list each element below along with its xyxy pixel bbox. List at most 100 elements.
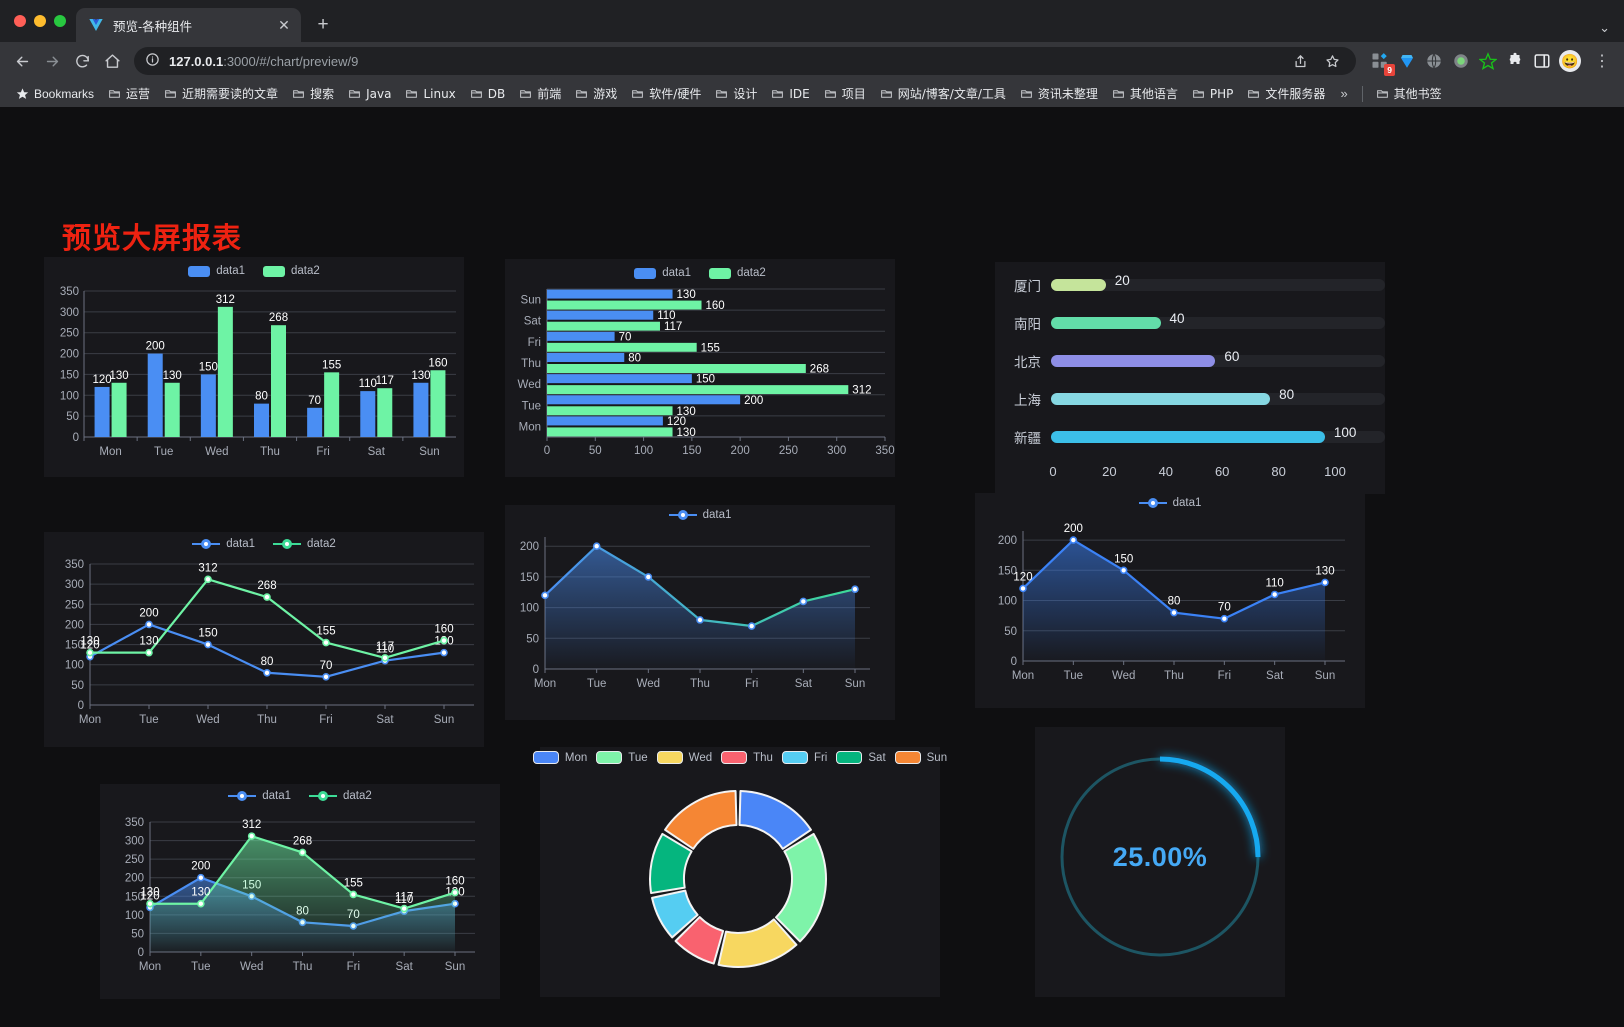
data-point[interactable] [263,593,271,601]
close-window-button[interactable] [14,15,26,27]
legend-item-data2[interactable]: data2 [709,267,766,279]
legend-item-sat[interactable]: Sat [836,751,886,764]
progress-bar-row[interactable]: 厦门 20 [995,266,1385,304]
bar[interactable] [547,385,849,395]
data-point[interactable] [799,597,808,606]
bookmark-folder[interactable]: 搜索 [285,82,341,105]
data-point[interactable] [541,591,549,600]
data-point[interactable] [400,904,408,913]
diamond-icon[interactable] [1397,51,1417,71]
forward-button[interactable] [38,47,66,75]
bar[interactable] [547,321,660,331]
bookmark-folder[interactable]: 其他语言 [1105,82,1185,105]
bar[interactable] [413,382,429,437]
bookmark-folder[interactable]: 近期需要读的文章 [157,82,285,105]
other-bookmarks-folder[interactable]: 其他书签 [1369,82,1449,105]
pie-slice[interactable] [651,889,699,939]
data-point[interactable] [322,638,330,647]
data-point[interactable] [197,873,205,882]
data-point[interactable] [145,648,153,657]
progress-bar-row[interactable]: 上海 80 [995,380,1385,418]
bar[interactable] [547,395,741,405]
chevron-down-icon[interactable]: ⌄ [1599,20,1610,35]
bar[interactable] [94,386,110,437]
browser-tab[interactable]: 预览-各种组件 ✕ [76,8,301,42]
legend-item-data2[interactable]: data2 [273,538,336,550]
bookmark-folder[interactable]: 游戏 [568,82,624,105]
legend-item-data1[interactable]: data1 [668,509,731,521]
bookmark-folder[interactable]: 项目 [817,82,873,105]
data-point[interactable] [381,654,389,662]
pie-slice[interactable] [649,832,693,895]
legend-item-data1[interactable]: data1 [228,790,291,802]
data-point[interactable] [204,575,212,584]
data-point[interactable] [204,640,212,649]
data-point[interactable] [298,848,307,857]
data-point[interactable] [197,899,205,908]
sidepanel-icon[interactable] [1532,51,1552,71]
puzzle-icon[interactable] [1505,51,1525,71]
bar[interactable] [547,310,654,320]
bar[interactable] [547,406,673,416]
data-point[interactable] [146,899,154,908]
new-tab-button[interactable]: + [317,14,329,35]
bookmarks-root[interactable]: Bookmarks [9,84,101,104]
progress-bar-row[interactable]: 南阳 40 [995,304,1385,342]
pie-slice[interactable] [674,916,725,965]
bar[interactable] [377,388,393,437]
pie-slice[interactable] [717,918,798,968]
bar[interactable] [324,372,340,437]
bookmark-folder[interactable]: 资讯未整理 [1013,82,1105,105]
data-point[interactable] [1069,536,1078,544]
pie-slice[interactable] [664,790,738,850]
data-point[interactable] [86,648,94,657]
data-point[interactable] [349,890,358,899]
site-info-icon[interactable] [145,52,160,70]
chart-panel-gauge[interactable]: 25.00% [1035,727,1285,997]
legend-item-data2[interactable]: data2 [263,265,320,277]
legend-item-wed[interactable]: Wed [656,751,712,764]
bookmark-star-icon[interactable] [1318,47,1346,75]
bar[interactable] [200,374,216,437]
progress-track[interactable]: 60 [1051,349,1385,367]
pie-slice[interactable] [738,790,812,850]
close-tab-button[interactable]: ✕ [278,16,290,33]
legend-item-data1[interactable]: data1 [192,538,255,550]
legend-item-data1[interactable]: data1 [188,265,245,277]
bar[interactable] [547,364,806,373]
data-point[interactable] [1321,578,1329,587]
legend-item-mon[interactable]: Mon [532,751,587,764]
data-point[interactable] [145,620,153,629]
data-point[interactable] [263,668,271,677]
progress-track[interactable]: 20 [1051,273,1385,291]
bar[interactable] [547,300,702,310]
circle-green-icon[interactable] [1451,51,1471,71]
bar[interactable] [217,306,233,437]
minimize-window-button[interactable] [34,15,46,27]
data-point[interactable] [1019,584,1027,593]
bookmark-folder[interactable]: 软件/硬件 [624,82,708,105]
bar[interactable] [271,325,286,437]
data-point[interactable] [592,542,601,551]
bar[interactable] [547,289,673,299]
bar[interactable] [430,370,446,437]
data-point[interactable] [1270,590,1279,599]
bookmark-folder[interactable]: Linux [398,84,462,104]
chart-panel-donut[interactable]: Mon Tue Wed Thu Fri Sat Sun [532,747,947,997]
progress-track[interactable]: 100 [1051,425,1385,443]
chart-panel-area-blue[interactable]: data1 0 50 100 150 200 120 200 150 80 70 110 130 Mon… [975,493,1365,708]
bar[interactable] [547,427,673,437]
data-point[interactable] [747,622,756,630]
chart-panel-bar-horizontal[interactable]: data1 data2 0 50 100 150 200 250 300 350 Sun 130 1… [505,259,895,477]
bookmark-folder[interactable]: PHP [1185,84,1241,104]
bookmark-folder[interactable]: IDE [764,84,816,104]
address-bar[interactable]: 127.0.0.1:3000/#/chart/preview/9 [134,47,1356,75]
bar[interactable] [307,407,323,437]
bar[interactable] [547,416,663,426]
maximize-window-button[interactable] [54,15,66,27]
bookmark-folder[interactable]: Java [341,84,398,104]
chart-panel-bar-vertical[interactable]: data1 data2 0 50 100 150 200 250 300 350 Mon 120 1… [44,257,464,477]
data-point[interactable] [851,585,859,593]
legend-item-data1[interactable]: data1 [1138,497,1201,509]
bar[interactable] [547,353,625,362]
